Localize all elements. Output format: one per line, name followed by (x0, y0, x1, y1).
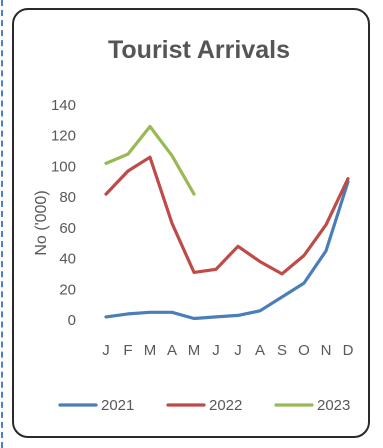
y-axis-label: No ('000) (33, 190, 50, 255)
y-tick-label: 80 (59, 189, 76, 206)
y-tick-label: 140 (51, 97, 76, 114)
y-tick-label: 0 (68, 312, 76, 329)
x-tick-label: S (277, 342, 287, 359)
x-tick-label: M (188, 342, 201, 359)
legend-label-2023: 2023 (317, 397, 350, 414)
legend-label-2022: 2022 (209, 397, 242, 414)
y-tick-label: 20 (59, 281, 76, 298)
x-tick-label: F (123, 342, 132, 359)
x-tick-label: O (298, 342, 310, 359)
x-tick-label: A (255, 342, 265, 359)
x-tick-label: A (167, 342, 177, 359)
y-tick-label: 100 (51, 158, 76, 175)
x-tick-label: M (144, 342, 157, 359)
y-axis-ticks: 0 20 40 60 80 100 120 140 (51, 97, 76, 329)
legend-label-2021: 2021 (101, 397, 134, 414)
series-line-2021 (104, 180, 350, 321)
series-lines (104, 124, 350, 321)
x-tick-label: J (212, 342, 220, 359)
y-tick-label: 120 (51, 128, 76, 145)
series-line-2023 (104, 124, 196, 196)
series-line-2022 (104, 155, 350, 276)
y-tick-label: 60 (59, 220, 76, 237)
x-tick-label: J (234, 342, 242, 359)
chart-card (12, 8, 370, 438)
selection-dashed-edge (1, 0, 3, 448)
x-tick-label: D (343, 342, 354, 359)
x-tick-label: N (321, 342, 332, 359)
chart-title: Tourist Arrivals (108, 36, 290, 64)
y-tick-label: 40 (59, 251, 76, 268)
legend: 2021 2022 2023 (58, 397, 350, 414)
x-tick-label: J (102, 342, 110, 359)
